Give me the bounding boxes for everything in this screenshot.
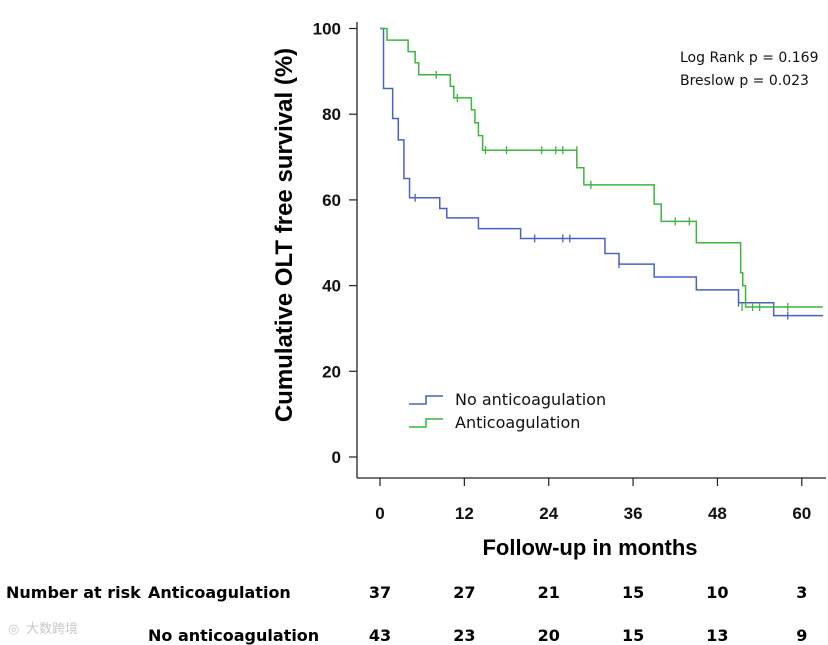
risk-value: 43 <box>369 626 391 645</box>
risk-value: 10 <box>706 583 728 602</box>
risk-row-label-anticoagulation: Anticoagulation <box>148 583 291 602</box>
risk-table-heading: Number at risk <box>6 583 141 602</box>
legend-label-no-anticoagulation: No anticoagulation <box>455 390 606 409</box>
series-line-no-anticoagulation <box>380 27 823 317</box>
legend: No anticoagulation Anticoagulation <box>409 390 606 432</box>
y-tick-label: 60 <box>322 191 341 210</box>
y-tick-label: 20 <box>322 362 341 381</box>
risk-value: 20 <box>538 626 560 645</box>
y-tick-label: 40 <box>322 277 341 296</box>
risk-value: 37 <box>369 583 391 602</box>
legend-swatch-no-anticoagulation <box>409 395 443 405</box>
risk-value: 15 <box>622 583 644 602</box>
y-tick-label: 80 <box>322 105 341 124</box>
risk-value: 21 <box>538 583 560 602</box>
y-tick-label: 100 <box>313 20 341 39</box>
risk-value: 23 <box>453 626 475 645</box>
risk-table: Number at risk Anticoagulation No antico… <box>6 583 807 645</box>
x-tick-label: 24 <box>539 504 558 523</box>
axes <box>356 22 826 479</box>
x-axis-title: Follow-up in months <box>482 535 697 560</box>
x-tick-label: 36 <box>624 504 643 523</box>
y-tick-label: 0 <box>332 448 341 467</box>
y-axis-title: Cumulative OLT free survival (%) <box>271 48 298 422</box>
risk-value: 27 <box>453 583 475 602</box>
risk-value: 9 <box>796 626 807 645</box>
risk-value: 15 <box>622 626 644 645</box>
legend-swatch-anticoagulation <box>409 418 443 428</box>
log-rank-annotation: Log Rank p = 0.169 <box>680 50 818 66</box>
risk-row-label-no-anticoagulation: No anticoagulation <box>148 626 319 645</box>
x-tick-label: 12 <box>455 504 474 523</box>
risk-value: 13 <box>706 626 728 645</box>
x-tick-label: 48 <box>708 504 727 523</box>
watermark-text: 大数跨境 <box>26 622 78 637</box>
x-tick-label: 60 <box>792 504 811 523</box>
watermark-logo-icon: ◎ <box>8 622 19 637</box>
risk-value: 3 <box>796 583 807 602</box>
x-tick-label: 0 <box>375 504 384 523</box>
legend-label-anticoagulation: Anticoagulation <box>455 413 580 432</box>
watermark: ◎ 大数跨境 <box>8 622 78 637</box>
breslow-annotation: Breslow p = 0.023 <box>680 73 809 89</box>
series-line-anticoagulation <box>380 27 823 308</box>
